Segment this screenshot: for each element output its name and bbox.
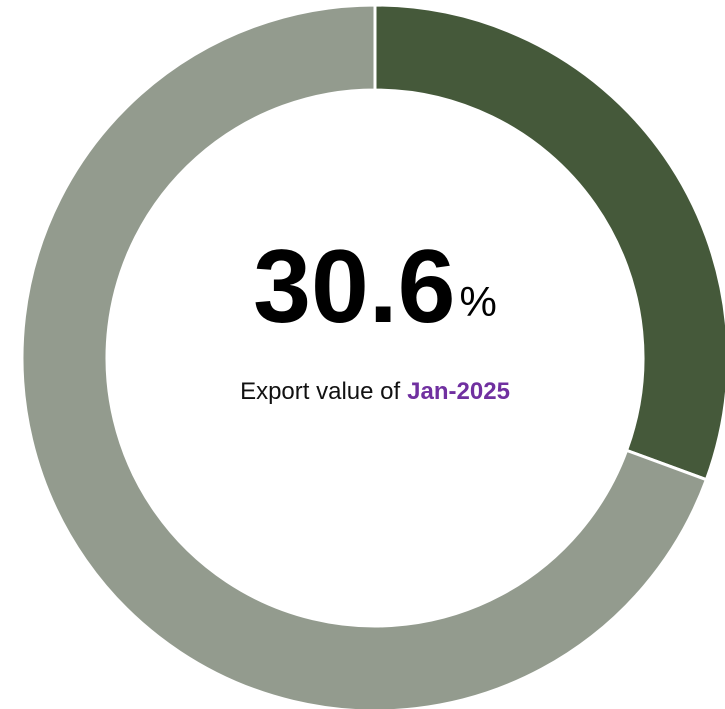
caption-text: Export value of [240,378,400,405]
period: Jan-2025 [407,378,510,405]
center-value: 30.6 [253,229,455,345]
slices [20,3,725,709]
slice [373,3,725,482]
caption: Export value of Jan-2025 [240,378,510,405]
center-label: 30.6% [253,229,497,345]
slice [20,3,709,709]
center-unit: % [460,278,497,325]
